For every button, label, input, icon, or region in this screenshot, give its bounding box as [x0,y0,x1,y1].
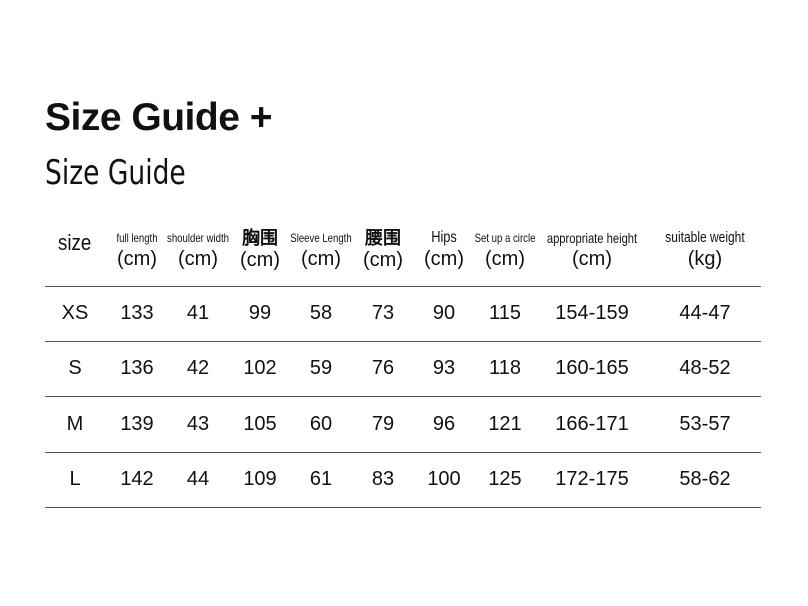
divider [45,341,761,342]
table-row: XS 133 41 99 58 73 90 115 154-159 44-47 [0,286,808,341]
column-unit: (cm) [117,248,157,270]
table-row: M 139 43 105 60 79 96 121 166-171 53-57 [0,397,808,452]
column-label: suitable weight [665,229,745,246]
column-label: full length [116,231,158,245]
table-cell: 139 [120,412,154,435]
table-cell: 83 [371,467,395,490]
column-label: Set up a circle [474,231,536,245]
page-title: Size Guide + [45,96,273,139]
table-cell: 166-171 [555,412,629,435]
table-cell: 43 [186,412,210,435]
table-cell: 73 [371,302,395,324]
page-subtitle: Size Guide [45,153,186,193]
column-label: 胸围 [241,228,278,248]
column-header: Hips (cm) [424,228,464,270]
size-cell: XS [61,302,89,324]
table-cell: 160-165 [555,357,629,380]
table-cell: 118 [489,357,521,380]
table-cell: 79 [371,412,395,435]
table-cell: 60 [309,412,333,435]
table-cell: 109 [243,467,277,490]
column-header: 腰围 (cm) [363,228,403,271]
table-cell: 48-52 [679,357,731,380]
table-cell: 96 [432,412,456,435]
column-label: Hips [431,229,457,246]
table-cell: 58-62 [679,467,731,490]
table-cell: 61 [309,467,333,490]
table-row: S 136 42 102 59 76 93 118 160-165 48-52 [0,341,808,396]
table-cell: 115 [489,302,521,324]
table-cell: 100 [427,467,461,490]
column-header: full length (cm) [111,228,162,270]
column-unit: (cm) [240,249,280,271]
size-cell: S [68,357,82,380]
table-cell: 102 [243,357,277,380]
column-unit: (cm) [178,248,218,270]
column-unit: (kg) [687,248,723,270]
column-label: 腰围 [364,228,401,248]
divider [45,506,761,508]
table-cell: 105 [243,412,277,435]
column-header: appropriate height (cm) [536,228,649,270]
table-cell: 44-47 [679,302,731,324]
size-header: size [58,230,92,255]
column-header: shoulder width (cm) [159,228,236,270]
table-cell: 142 [120,467,154,490]
column-label: Sleeve Length [290,231,352,245]
table-cell: 121 [488,412,522,435]
table-cell: 59 [309,357,333,380]
table-cell: 136 [120,357,154,380]
column-unit: (cm) [424,248,464,270]
divider [45,286,761,287]
column-unit: (cm) [301,248,341,270]
table-cell: 76 [371,357,395,380]
divider [45,396,761,398]
size-cell: L [69,467,81,490]
column-unit: (cm) [485,248,525,270]
column-header: Sleeve Length (cm) [283,228,360,270]
table-cell: 99 [248,302,272,324]
table-cell: 172-175 [555,467,629,490]
table-cell: 90 [432,302,456,324]
column-unit: (cm) [572,248,612,270]
table-cell: 41 [186,302,210,324]
table-cell: 44 [186,467,210,490]
size-cell: M [66,412,84,435]
table-cell: 58 [309,302,333,324]
column-header: suitable weight (kg) [655,228,754,270]
divider [45,451,761,453]
column-label: shoulder width [167,231,229,245]
column-label: appropriate height [546,230,638,246]
table-cell: 125 [488,467,522,490]
column-unit: (cm) [363,249,403,271]
table-cell: 53-57 [679,412,731,435]
table-cell: 93 [432,357,456,380]
column-header: 胸围 (cm) [240,228,280,271]
table-row: L 142 44 109 61 83 100 125 172-175 58-62 [0,452,808,507]
table-cell: 133 [120,302,154,324]
table-cell: 154-159 [555,302,629,324]
table-header: full length (cm) shoulder width (cm) 胸围 (cm) S… [0,228,808,278]
column-header: Set up a circle (cm) [467,228,543,270]
table-cell: 42 [186,357,210,380]
